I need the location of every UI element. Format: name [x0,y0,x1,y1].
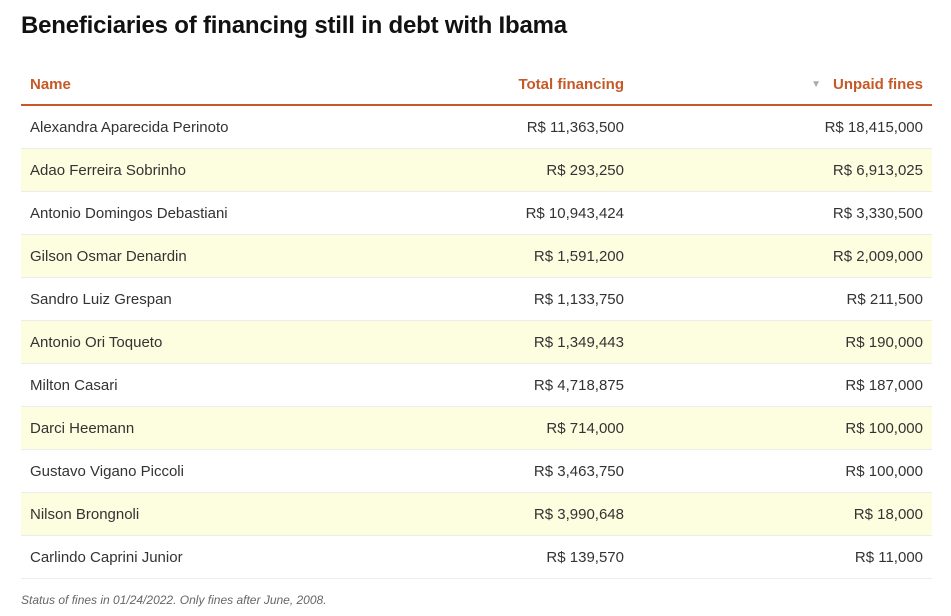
cell-total-financing: R$ 1,591,200 [533,247,624,265]
cell-name: Darci Heemann [30,419,135,437]
debt-table: Name Total financing ▼ Unpaid fines Alex… [21,64,932,579]
cell-name: Adao Ferreira Sobrinho [30,161,186,179]
column-header-unpaid-fines[interactable]: ▼ Unpaid fines [624,76,932,93]
cell-unpaid-fines: R$ 18,415,000 [824,118,923,136]
cell-name: Carlindo Caprini Junior [30,548,183,566]
cell-unpaid-fines: R$ 6,913,025 [832,161,923,179]
column-header-total-financing[interactable]: Total financing [518,75,624,93]
table-row: Carlindo Caprini Junior R$ 139,570 R$ 11,0… [21,536,932,579]
column-header-name[interactable]: Name [30,75,71,93]
table-row: Adao Ferreira Sobrinho R$ 293,250 R$ 6,913… [21,149,932,192]
footnote: Status of fines in 01/24/2022. Only fine… [21,593,327,607]
cell-unpaid-fines: R$ 190,000 [845,333,923,351]
table-header: Name Total financing ▼ Unpaid fines [21,64,932,106]
cell-total-financing: R$ 4,718,875 [533,376,624,394]
table-row: Darci Heemann R$ 714,000 R$ 100,000 [21,407,932,450]
cell-total-financing: R$ 714,000 [546,419,624,437]
table-row: Nilson Brongnoli R$ 3,990,648 R$ 18,000 [21,493,932,536]
cell-total-financing: R$ 3,990,648 [533,505,624,523]
table-row: Antonio Domingos Debastiani R$ 10,943,424… [21,192,932,235]
cell-name: Antonio Domingos Debastiani [30,204,228,222]
cell-total-financing: R$ 1,349,443 [533,333,624,351]
cell-unpaid-fines: R$ 11,000 [854,548,923,566]
cell-unpaid-fines: R$ 3,330,500 [832,204,923,222]
cell-name: Nilson Brongnoli [30,505,140,523]
cell-name: Antonio Ori Toqueto [30,333,163,351]
table-row: Milton Casari R$ 4,718,875 R$ 187,000 [21,364,932,407]
table-row: Antonio Ori Toqueto R$ 1,349,443 R$ 190,00… [21,321,932,364]
sort-descending-icon: ▼ [811,78,821,90]
cell-total-financing: R$ 1,133,750 [533,290,624,308]
cell-total-financing: R$ 139,570 [546,548,624,566]
cell-unpaid-fines: R$ 100,000 [845,462,923,480]
column-header-unpaid-label: Unpaid fines [832,75,923,93]
table-row: Gustavo Vigano Piccoli R$ 3,463,750 R$ 100… [21,450,932,493]
cell-unpaid-fines: R$ 187,000 [845,376,923,394]
cell-total-financing: R$ 10,943,424 [525,204,624,222]
cell-name: Gustavo Vigano Piccoli [30,462,184,480]
table-row: Gilson Osmar Denardin R$ 1,591,200 R$ 2,00… [21,235,932,278]
cell-unpaid-fines: R$ 18,000 [853,505,923,523]
cell-unpaid-fines: R$ 211,500 [846,290,923,308]
table-row: Alexandra Aparecida Perinoto R$ 11,363,50… [21,106,932,149]
table-body: Alexandra Aparecida Perinoto R$ 11,363,50… [21,106,932,579]
cell-total-financing: R$ 3,463,750 [533,462,624,480]
page-title: Beneficiaries of financing still in debt… [21,12,567,39]
cell-unpaid-fines: R$ 100,000 [845,419,923,437]
table-row: Sandro Luiz Grespan R$ 1,133,750 R$ 211,50… [21,278,932,321]
cell-total-financing: R$ 11,363,500 [526,118,624,136]
cell-total-financing: R$ 293,250 [546,161,624,179]
cell-name: Gilson Osmar Denardin [30,247,187,265]
cell-name: Alexandra Aparecida Perinoto [30,118,229,136]
cell-unpaid-fines: R$ 2,009,000 [832,247,923,265]
cell-name: Sandro Luiz Grespan [30,290,172,308]
cell-name: Milton Casari [30,376,118,394]
